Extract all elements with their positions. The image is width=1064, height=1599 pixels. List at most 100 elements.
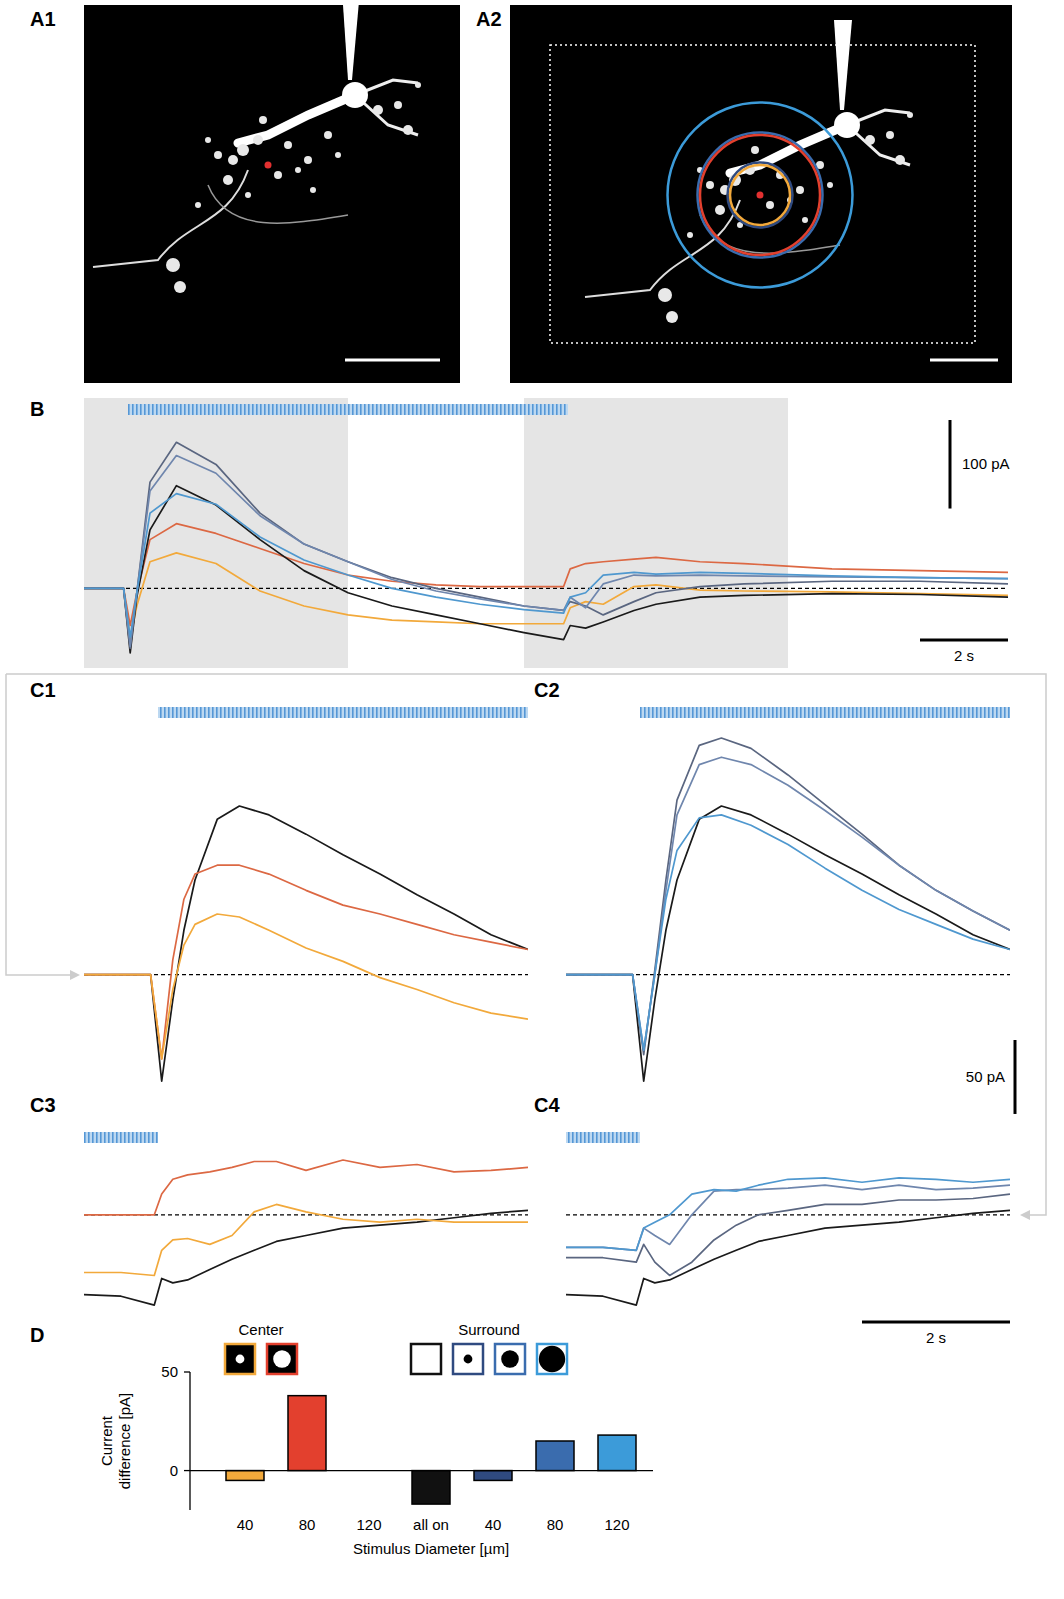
- varicosity: [228, 155, 238, 165]
- x-tick-label: 80: [547, 1516, 564, 1533]
- bar: [412, 1471, 450, 1505]
- current-trace: [84, 456, 1008, 647]
- current-trace: [84, 914, 528, 1059]
- legend-group-title: Center: [238, 1321, 283, 1338]
- y-tick: [184, 1371, 190, 1372]
- current-trace: [566, 1185, 1010, 1250]
- varicosity: [403, 125, 413, 135]
- legend-icon-dot: [539, 1346, 565, 1372]
- panel-label: D: [30, 1324, 44, 1346]
- bar: [288, 1396, 326, 1471]
- current-trace: [566, 815, 1010, 1050]
- zero-line: [190, 1470, 653, 1471]
- varicosity: [415, 82, 421, 88]
- traces: [566, 738, 1010, 1081]
- panel-label: A1: [30, 8, 56, 30]
- scale-label: 100 pA: [962, 455, 1010, 472]
- panel-label: C1: [30, 679, 56, 701]
- stimulus-circle: [700, 135, 820, 255]
- x-tick-label: 40: [485, 1516, 502, 1533]
- stimulus-center: [757, 192, 764, 199]
- scale-bar: [949, 420, 952, 509]
- varicosity: [796, 186, 804, 194]
- varicosity: [214, 151, 222, 159]
- varicosity: [284, 141, 292, 149]
- bar-chart: 0504080120all on4080120Stimulus Diameter…: [98, 1321, 653, 1557]
- varicosity: [373, 105, 383, 115]
- varicosity: [751, 146, 759, 154]
- scale-bar: [930, 359, 998, 362]
- panel-label: A2: [476, 8, 502, 30]
- varicosity: [666, 311, 678, 323]
- baseline: [566, 1214, 1010, 1215]
- y-axis: [189, 1372, 190, 1510]
- varicosity: [295, 167, 301, 173]
- legend-group-title: Surround: [458, 1321, 520, 1338]
- stimulus-circle: [730, 165, 790, 225]
- soma: [834, 112, 860, 138]
- stimulus-circle: [728, 163, 793, 228]
- axon: [93, 170, 248, 267]
- current-trace: [566, 1178, 1010, 1251]
- scale-bar: [345, 359, 440, 362]
- trace-panel: [84, 1132, 528, 1305]
- varicosity: [223, 175, 233, 185]
- trace-panel: 100 pA 2 s: [84, 398, 1010, 668]
- varicosity: [310, 187, 316, 193]
- scale-label: 2 s: [954, 647, 974, 664]
- varicosity: [274, 171, 282, 179]
- current-trace: [566, 738, 1010, 1055]
- traces: [84, 442, 1008, 653]
- varicosity: [715, 205, 725, 215]
- varicosity: [245, 192, 251, 198]
- micrograph: [510, 5, 1012, 383]
- legend-icon: [411, 1344, 441, 1374]
- pipette: [834, 20, 852, 110]
- process: [208, 185, 348, 223]
- varicosity: [335, 152, 341, 158]
- varicosity: [394, 101, 402, 109]
- legend-icon-dot: [273, 1350, 291, 1368]
- x-tick-label: all on: [413, 1516, 449, 1533]
- varicosity: [907, 112, 913, 118]
- bar: [536, 1441, 574, 1471]
- current-trace: [84, 1204, 528, 1275]
- figure: 100 pA2 s50 pA2 s0504080120all on4080120…: [0, 0, 1064, 1599]
- x-tick-label: 120: [356, 1516, 381, 1533]
- x-tick-label: 80: [299, 1516, 316, 1533]
- stimulus-circle: [668, 103, 853, 288]
- y-axis-title-line: Current: [98, 1415, 115, 1466]
- current-trace: [84, 865, 528, 1059]
- stimulus-bar: [158, 707, 528, 718]
- current-trace: [84, 553, 1008, 639]
- y-axis-title-line: difference [pA]: [116, 1393, 133, 1489]
- process: [700, 215, 840, 253]
- current-trace: [84, 524, 1008, 626]
- varicosity: [827, 182, 833, 188]
- stimulus-bar: [640, 707, 1010, 718]
- trace-panel: 50 pA: [566, 707, 1015, 1114]
- varicosity: [253, 135, 263, 145]
- panel-label: B: [30, 398, 44, 420]
- axon: [585, 200, 740, 297]
- current-trace: [84, 494, 1008, 637]
- varicosity: [706, 181, 714, 189]
- varicosity: [304, 156, 312, 164]
- y-tick-label: 50: [161, 1363, 178, 1380]
- y-axis-title: Currentdifference [pA]: [98, 1393, 133, 1489]
- current-trace: [84, 486, 1008, 653]
- current-trace: [566, 757, 1010, 1050]
- windows: [84, 398, 788, 668]
- current-trace: [84, 442, 1008, 648]
- varicosity: [802, 217, 808, 223]
- micrograph: [84, 5, 460, 383]
- varicosity: [166, 258, 180, 272]
- bar: [474, 1471, 512, 1481]
- traces: [84, 806, 528, 1081]
- varicosity: [324, 131, 332, 139]
- varicosity: [895, 155, 905, 165]
- panel-label: C4: [534, 1094, 560, 1116]
- soma: [342, 82, 368, 108]
- scale-label: 2 s: [926, 1329, 946, 1346]
- traces: [566, 1178, 1010, 1305]
